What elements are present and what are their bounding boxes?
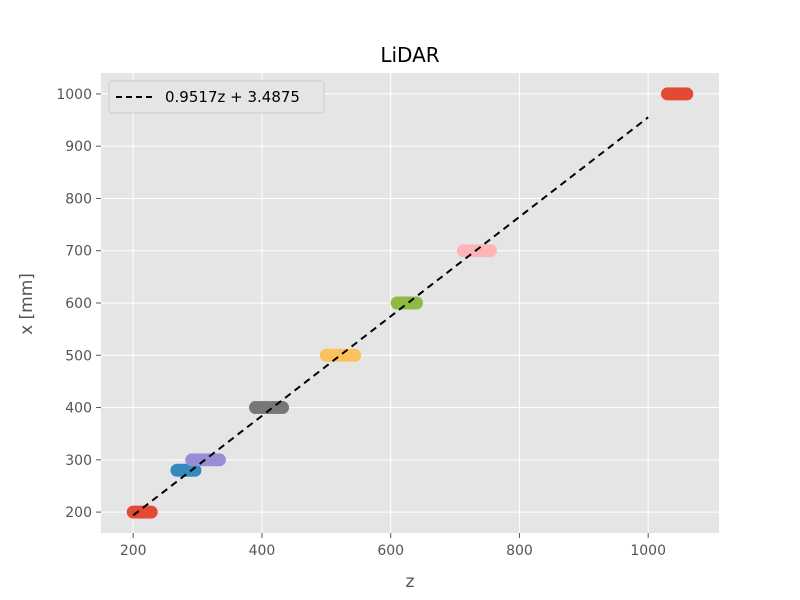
- scatter-cluster: [170, 463, 202, 477]
- scatter-point: [212, 453, 226, 467]
- y-tick-label: 900: [65, 139, 92, 155]
- scatter-cluster: [661, 87, 694, 101]
- x-tick-label: 400: [249, 543, 276, 559]
- y-axis-label: x [mm]: [17, 273, 37, 335]
- scatter-cluster: [390, 296, 423, 310]
- scatter-points: [126, 87, 694, 519]
- y-tick-label: 800: [65, 191, 92, 207]
- x-axis-label: z: [406, 572, 415, 592]
- x-axis-ticks: 200 400 600 800 1000: [120, 533, 666, 559]
- scatter-point: [348, 348, 362, 362]
- scatter-point: [188, 463, 202, 477]
- scatter-point: [680, 87, 694, 101]
- x-tick-label: 800: [506, 543, 533, 559]
- y-tick-label: 200: [65, 505, 92, 521]
- x-tick-label: 600: [377, 543, 404, 559]
- y-axis-ticks: 200 300 400 500 600 700 800 900 1000: [56, 87, 101, 521]
- scatter-point: [144, 505, 158, 519]
- legend-fit-line-label: 0.9517z + 3.4875: [165, 88, 300, 106]
- chart-title: LiDAR: [380, 43, 439, 67]
- scatter-cluster: [185, 453, 226, 467]
- legend: 0.9517z + 3.4875: [108, 80, 325, 114]
- scatter-cluster: [319, 348, 362, 362]
- legend-box: [108, 80, 325, 114]
- y-tick-label: 300: [65, 453, 92, 469]
- scatter-cluster: [126, 505, 158, 519]
- scatter-point: [483, 244, 497, 258]
- x-tick-label: 1000: [630, 543, 666, 559]
- scatter-cluster: [249, 401, 290, 415]
- x-tick-label: 200: [120, 543, 147, 559]
- y-tick-label: 500: [65, 348, 92, 364]
- y-tick-label: 700: [65, 244, 92, 260]
- scatter-point: [276, 401, 290, 415]
- scatter-cluster: [456, 244, 497, 258]
- fit-line: [132, 116, 649, 517]
- y-tick-label: 400: [65, 401, 92, 417]
- y-tick-label: 600: [65, 296, 92, 312]
- scatter-point: [409, 296, 423, 310]
- y-tick-label: 1000: [56, 87, 92, 103]
